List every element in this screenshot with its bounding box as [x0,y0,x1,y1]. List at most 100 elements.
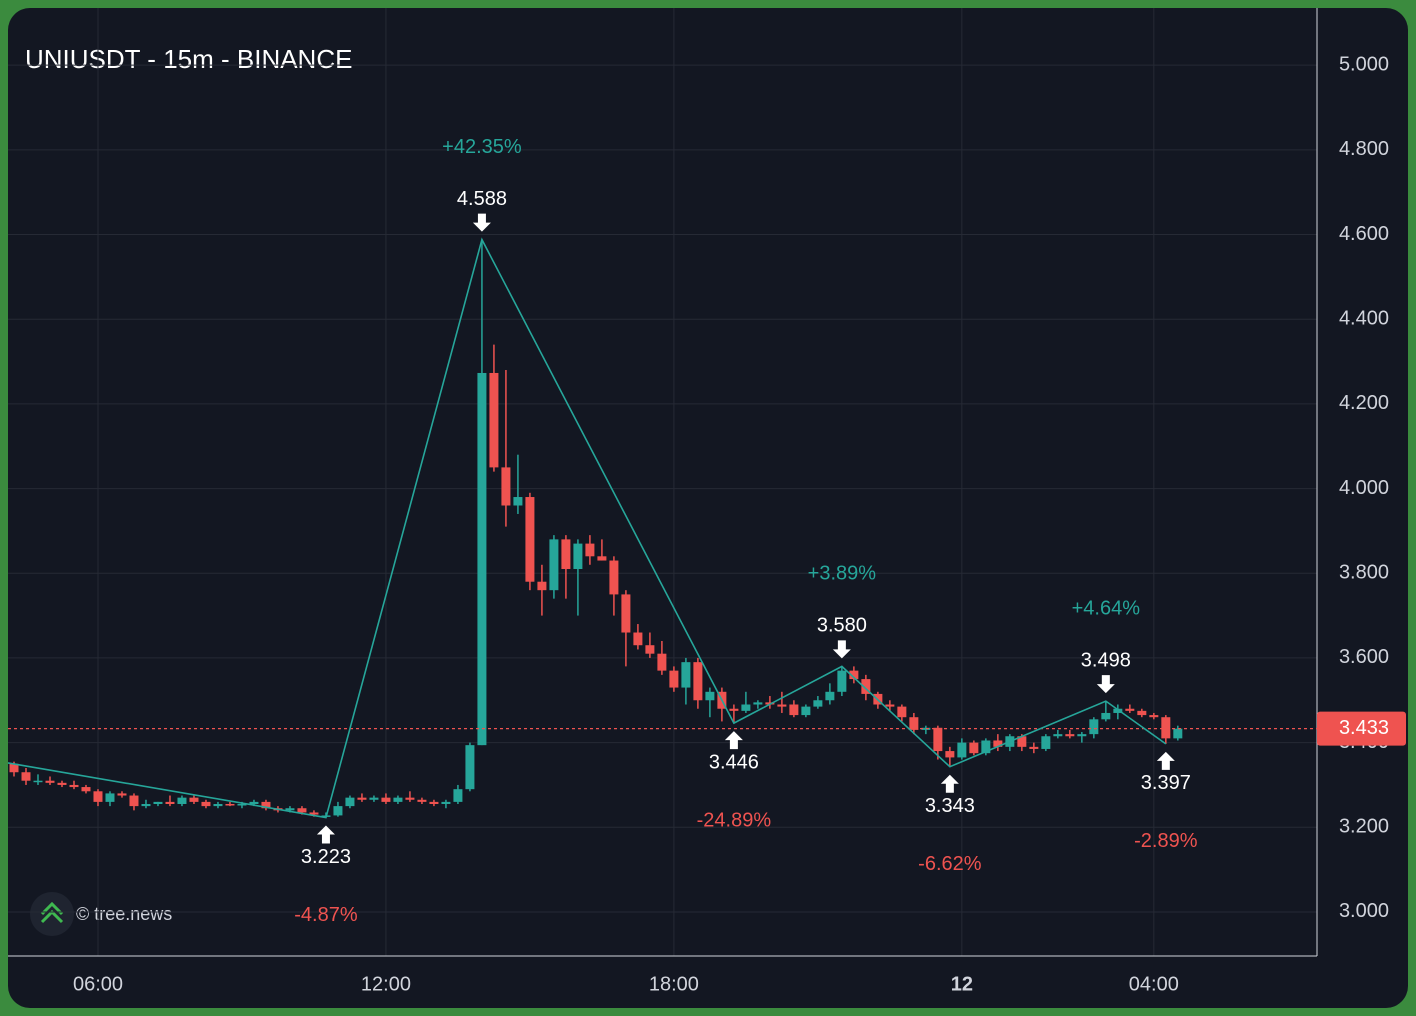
y-tick-label: 4.400 [1339,307,1389,329]
panel [8,8,1408,1008]
candle-body [981,740,991,754]
candle-body [1029,746,1039,749]
candle-body [549,539,559,591]
watermark: © tree.news [76,904,172,924]
candle-body [441,801,451,804]
candle-body [957,742,967,758]
candle-body [813,700,823,707]
candle-body [693,662,703,701]
candle-body [1125,708,1135,711]
candle-body [129,795,139,807]
y-tick-label: 4.200 [1339,392,1389,414]
candle-body [21,772,31,781]
candle-body [573,543,583,570]
pivot-arrow [1096,675,1115,694]
x-tick-label: 12:00 [361,973,411,995]
candle-body [177,797,187,804]
candle-body [381,797,391,802]
pivot-arrow [316,825,335,844]
chart-title: UNIUSDT - 15m - BINANCE [25,44,352,74]
candle-body [681,662,691,688]
pivot-arrow [940,774,959,793]
candle-body [789,704,799,716]
candle-body [489,372,499,468]
candle-body [729,708,739,711]
candle-body [1053,734,1063,737]
x-tick-label: 06:00 [73,973,123,995]
pivot-arrow [724,731,743,750]
pivot-label: 3.223 [301,846,351,868]
y-tick-label: 4.600 [1339,223,1389,245]
candle-body [1113,708,1123,713]
candle-body [297,808,307,813]
change-label: -24.89% [697,809,772,831]
candle-body [189,797,199,802]
candle-body [657,653,667,671]
candle-body [945,751,955,758]
candle-body [849,670,859,680]
candle-body [609,560,619,595]
y-tick-label: 3.200 [1339,816,1389,838]
y-tick-label: 3.000 [1339,900,1389,922]
candle-body [753,702,763,705]
pivot-label: 3.397 [1141,772,1191,794]
candle-body [1077,734,1087,737]
candle-body [417,799,427,802]
candle-body [561,539,571,570]
candle-body [525,497,535,582]
candle-body [1017,736,1027,747]
candle-body [585,543,595,557]
candle-body [837,670,847,692]
candle-body [501,467,511,506]
change-label: +42.35% [442,136,522,158]
candle-body [225,803,235,806]
candle-body [933,727,943,752]
candle-body [993,740,1003,747]
pivot-label: 3.343 [925,795,975,817]
candle-body [69,784,79,788]
candle-body [777,704,787,707]
pivot-label: 3.498 [1081,649,1131,671]
candle-body [429,801,439,804]
pivot-label: 3.580 [817,615,867,637]
candle-body [1137,710,1147,716]
candle-body [345,797,355,807]
candle-body [885,704,895,707]
candle-body [969,742,979,754]
candle-body [705,691,715,701]
candle-body [1173,728,1183,739]
candle-body [405,797,415,800]
change-label: +3.89% [808,563,877,585]
candle-body [921,727,931,730]
candle-body [1041,736,1051,749]
candle-body [1089,719,1099,735]
candle-body [597,556,607,561]
candle-body [645,645,655,654]
candle-body [105,793,115,802]
candle-body [117,793,127,796]
change-label: +4.64% [1072,597,1141,619]
candle-body [537,581,547,591]
candle-body [1065,734,1075,737]
candle-body [1161,717,1171,739]
candle-body [1149,715,1159,718]
x-tick-label: 04:00 [1129,973,1179,995]
y-tick-label: 5.000 [1339,53,1389,75]
candle-body [285,808,295,811]
last-price-box [1317,711,1406,746]
x-tick-label: 18:00 [649,973,699,995]
candle-body [621,594,631,633]
x-tick-label: 12 [951,973,973,995]
candle-body [477,372,487,746]
candle-body [453,789,463,802]
candle-body [897,706,907,718]
change-label: -4.87% [294,904,358,926]
candle-body [393,797,403,802]
candle-body [165,801,175,804]
candle-body [153,801,163,804]
candle-body [1101,712,1111,720]
candle-body [333,806,343,816]
pivot-label: 3.446 [709,751,759,773]
candle-body [93,791,103,802]
